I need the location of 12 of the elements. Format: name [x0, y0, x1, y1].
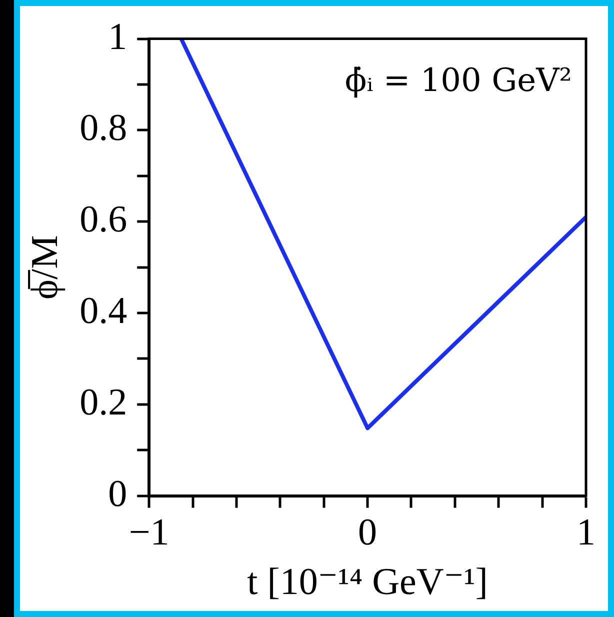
y-tick-label: 0.6	[80, 198, 128, 241]
x-tick-label: 1	[576, 512, 596, 554]
y-tick-label: 0	[108, 472, 128, 515]
y-axis-title: ϕ̅/M	[24, 235, 66, 300]
y-tick-label: 0.2	[80, 381, 128, 424]
x-axis-title: t [10⁻¹⁴ GeV⁻¹]	[247, 561, 488, 604]
x-tick-label: −1	[128, 512, 170, 554]
x-tick-label: 0	[358, 512, 378, 554]
annotation: ϕ̇ᵢ = 100 GeV²	[344, 61, 572, 100]
y-tick-label: 0.4	[80, 290, 128, 332]
y-tick-label: 1	[108, 16, 128, 58]
y-tick-label: 0.8	[80, 107, 128, 150]
